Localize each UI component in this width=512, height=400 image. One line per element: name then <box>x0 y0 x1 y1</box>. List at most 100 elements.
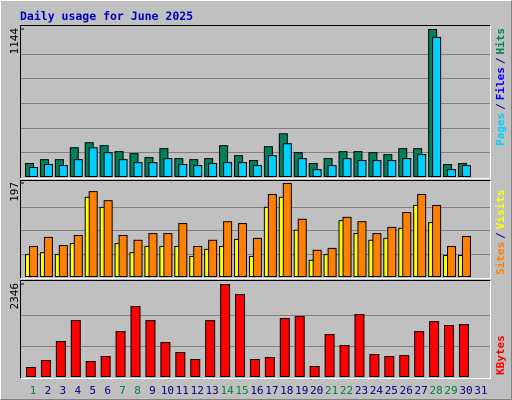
x-tick-label: 27 <box>415 384 428 397</box>
bar <box>297 158 307 178</box>
bar <box>130 306 141 377</box>
x-tick-label: 14 <box>220 384 234 397</box>
bar <box>160 342 171 377</box>
bar <box>223 162 233 177</box>
bar <box>249 359 260 378</box>
bar <box>309 366 320 378</box>
bar <box>175 352 186 377</box>
bar <box>208 239 218 277</box>
x-tick-label: 29 <box>444 384 457 397</box>
bar <box>148 162 158 177</box>
bar <box>85 361 96 377</box>
x-tick-label: 26 <box>400 384 413 397</box>
bar <box>432 36 442 178</box>
bar <box>29 167 38 178</box>
bar <box>369 354 380 377</box>
legend: Pages / Files / Hits <box>494 28 507 146</box>
bar <box>357 160 367 177</box>
bar <box>70 320 81 377</box>
x-tick-label: 5 <box>89 384 96 397</box>
bar <box>238 223 248 278</box>
x-tick-label: 7 <box>119 384 126 397</box>
x-tick-label: 25 <box>385 384 398 397</box>
bar <box>354 314 365 377</box>
panel-edge-dark <box>20 180 491 279</box>
panel-edge-light <box>20 25 491 179</box>
bar <box>342 216 352 277</box>
bar <box>193 165 203 177</box>
x-tick-label: 28 <box>429 384 442 397</box>
legend-entry: Pages <box>494 113 507 146</box>
x-tick-label: 8 <box>134 384 141 397</box>
bar <box>297 218 307 278</box>
bar <box>327 165 337 177</box>
bar <box>417 193 427 278</box>
x-tick-label: 4 <box>74 384 81 397</box>
x-tick-label: 11 <box>176 384 189 397</box>
bar <box>384 356 395 378</box>
x-tick-label: 2 <box>45 384 52 397</box>
panel-edge-dark <box>20 280 491 379</box>
bar <box>294 316 305 378</box>
bar <box>163 233 173 277</box>
bar <box>444 325 455 378</box>
x-tick-label: 16 <box>250 384 263 397</box>
bar <box>238 162 248 177</box>
bar <box>58 165 68 177</box>
x-tick-label: 12 <box>191 384 204 397</box>
legend-separator: / <box>494 103 507 110</box>
x-tick-label: 23 <box>355 384 368 397</box>
legend-separator: / <box>494 57 507 64</box>
bar <box>417 154 427 177</box>
bar <box>118 235 128 277</box>
bar <box>208 163 218 177</box>
x-tick-label: 6 <box>104 384 111 397</box>
bar <box>163 158 173 178</box>
x-tick-label: 10 <box>161 384 174 397</box>
bar <box>252 165 262 177</box>
bar <box>267 155 277 178</box>
bar <box>178 223 188 278</box>
bar <box>40 360 51 377</box>
legend-separator: / <box>494 232 507 239</box>
bar <box>327 247 337 278</box>
bar <box>339 345 350 377</box>
bar <box>282 183 292 277</box>
bar <box>148 233 158 277</box>
bar <box>118 159 128 177</box>
bar <box>312 249 322 278</box>
legend-entry: Hits <box>494 28 507 55</box>
x-tick-label: 19 <box>295 384 308 397</box>
bar <box>402 158 412 178</box>
y-tick-label: 1144 <box>8 28 21 55</box>
legend-entry: Visits <box>494 190 507 230</box>
bar <box>447 245 457 277</box>
panel-edge-dark <box>20 25 491 179</box>
bar <box>357 221 367 278</box>
x-tick-label: 13 <box>206 384 219 397</box>
x-tick-label: 20 <box>310 384 323 397</box>
bar <box>372 233 382 277</box>
legend: KBytes <box>494 335 507 375</box>
bar <box>190 359 201 378</box>
legend-entry: KBytes <box>494 335 507 375</box>
x-tick-label: 17 <box>265 384 278 397</box>
bar <box>145 320 156 377</box>
x-tick-label: 24 <box>370 384 384 397</box>
bar <box>447 169 457 178</box>
bar <box>26 367 36 377</box>
x-tick-label: 9 <box>149 384 156 397</box>
bar <box>205 320 216 377</box>
x-tick-label: 18 <box>280 384 293 397</box>
bar <box>312 169 322 178</box>
bar <box>73 235 83 277</box>
chart-title: Daily usage for June 2025 <box>20 9 193 23</box>
bar <box>43 164 53 178</box>
bar <box>342 158 352 178</box>
bar <box>223 221 233 278</box>
x-tick-label: 30 <box>459 384 472 397</box>
legend: Sites / Visits <box>494 190 507 276</box>
bar <box>103 200 113 277</box>
